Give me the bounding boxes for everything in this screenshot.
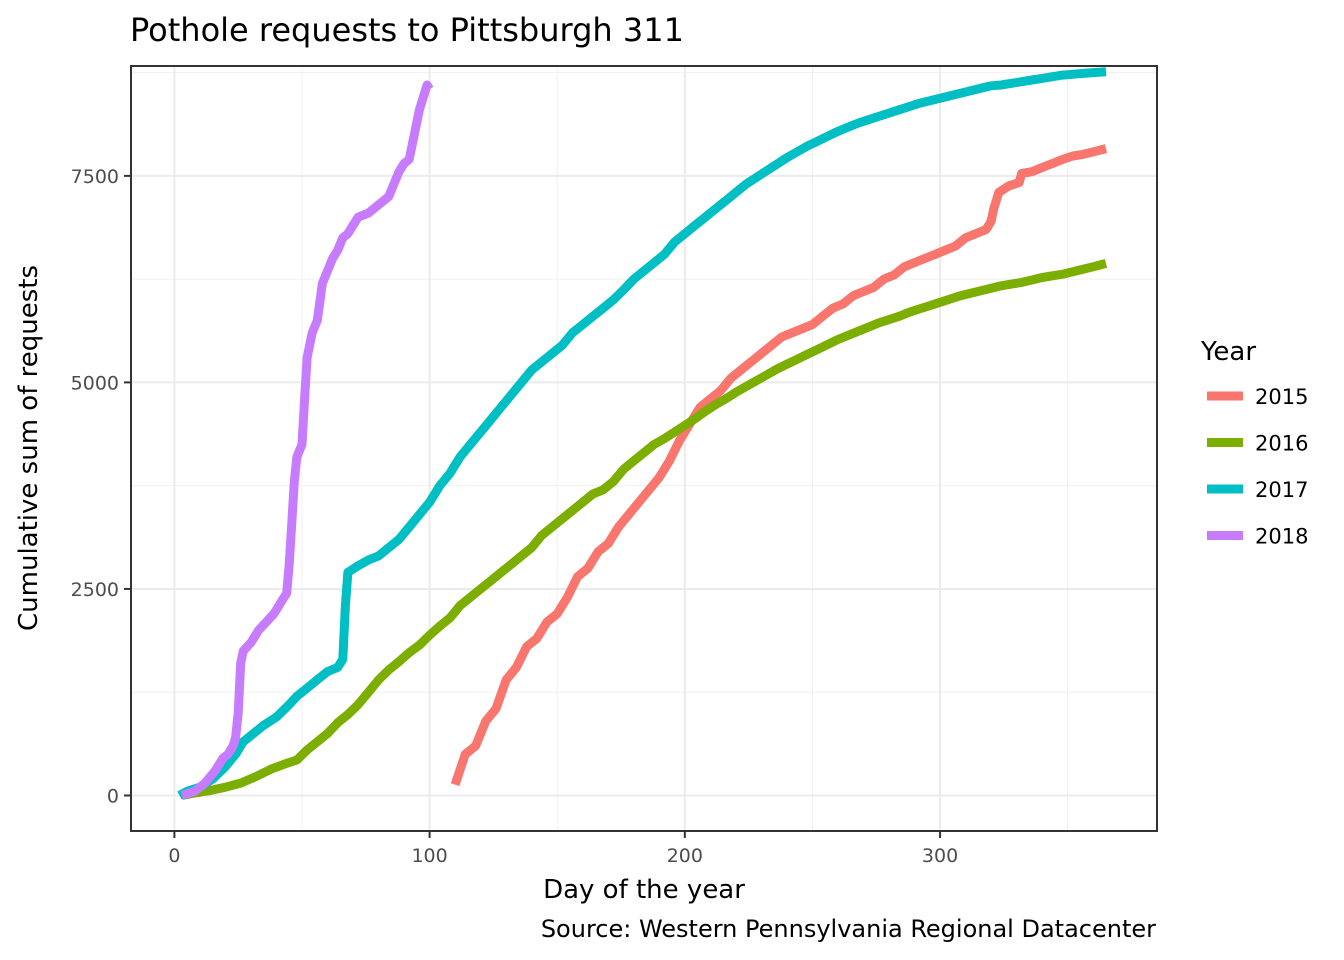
series-lines <box>177 67 1108 800</box>
legend-title: Year <box>1200 337 1256 367</box>
series-line-2015 <box>450 144 1108 787</box>
y-tick-label: 7500 <box>71 166 119 188</box>
legend-label-2018: 2018 <box>1255 525 1308 549</box>
x-tick-label: 0 <box>168 845 180 867</box>
y-tick-label: 5000 <box>71 372 119 394</box>
x-axis-ticks: 0 100 200 300 <box>168 831 958 867</box>
legend: Year 2015 2016 2017 2018 <box>1200 337 1308 549</box>
y-tick-label: 2500 <box>71 579 119 601</box>
legend-label-2015: 2015 <box>1255 385 1308 409</box>
plot-panel-border <box>130 65 1158 832</box>
x-tick-label: 200 <box>667 845 703 867</box>
grid-lines <box>131 66 1157 831</box>
source-caption: Source: Western Pennsylvania Regional Da… <box>541 915 1156 943</box>
legend-label-2016: 2016 <box>1255 432 1308 456</box>
y-tick-label: 0 <box>107 785 119 807</box>
legend-label-2017: 2017 <box>1255 478 1308 502</box>
y-axis-title: Cumulative sum of requests <box>14 265 44 631</box>
x-tick-label: 300 <box>922 845 958 867</box>
y-axis-ticks: 0 2500 5000 7500 <box>71 166 131 807</box>
series-line-2017 <box>177 67 1107 800</box>
x-tick-label: 100 <box>411 845 447 867</box>
series-line-2018 <box>180 80 434 800</box>
x-axis-title: Day of the year <box>543 875 745 905</box>
series-line-2016 <box>181 259 1108 800</box>
chart-title: Pothole requests to Pittsburgh 311 <box>130 11 684 49</box>
